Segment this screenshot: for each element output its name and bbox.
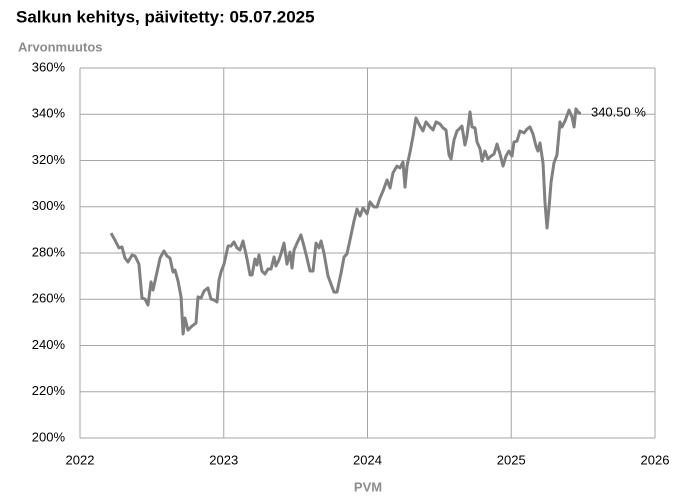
y-axis-title: Arvonmuutos bbox=[18, 39, 103, 54]
y-tick-label: 340% bbox=[32, 106, 66, 121]
y-tick-label: 240% bbox=[32, 337, 66, 352]
y-tick-label: 260% bbox=[32, 291, 66, 306]
y-tick-label: 320% bbox=[32, 152, 66, 167]
data-line bbox=[109, 107, 581, 336]
x-tick-label: 2022 bbox=[66, 452, 95, 467]
y-tick-label: 220% bbox=[32, 383, 66, 398]
x-tick-label: 2026 bbox=[641, 452, 670, 467]
x-axis-title: PVM bbox=[354, 479, 382, 494]
end-label: 340.50 % bbox=[591, 105, 646, 120]
chart-title: Salkun kehitys, päivitetty: 05.07.2025 bbox=[16, 7, 315, 26]
x-tick-label: 2025 bbox=[497, 452, 526, 467]
y-tick-label: 200% bbox=[32, 429, 66, 444]
y-tick-label: 280% bbox=[32, 244, 66, 259]
x-tick-label: 2023 bbox=[209, 452, 238, 467]
x-tick-label: 2024 bbox=[353, 452, 382, 467]
y-tick-label: 300% bbox=[32, 198, 66, 213]
y-tick-label: 360% bbox=[32, 59, 66, 74]
